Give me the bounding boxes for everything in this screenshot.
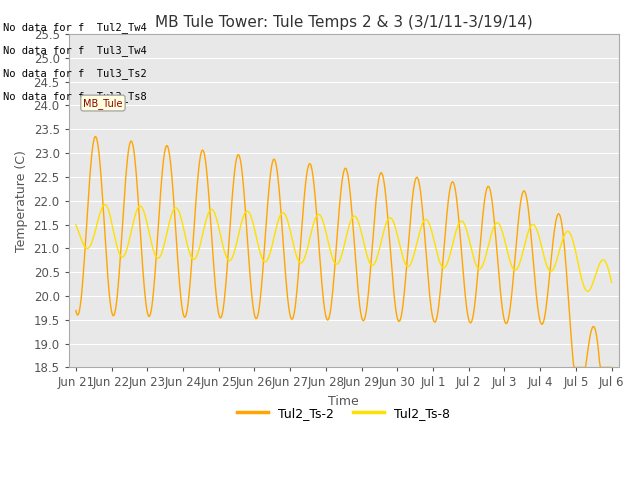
Tul2_Ts-2 — [82, 239, 90, 244]
Tul2_Ts-2 — [192, 200, 200, 206]
Tul2_Ts-2 — [570, 364, 578, 370]
Text: No data for f  Tul2_Tw4: No data for f Tul2_Tw4 — [3, 22, 147, 33]
Tul2_Ts-8 — [410, 254, 417, 260]
Tul2_Ts-2 — [72, 308, 80, 313]
Tul2_Ts-8 — [72, 222, 80, 228]
Tul2_Ts-8 — [608, 279, 616, 285]
Tul2_Ts-2 — [138, 246, 145, 252]
Title: MB Tule Tower: Tule Temps 2 & 3 (3/1/11-3/19/14): MB Tule Tower: Tule Temps 2 & 3 (3/1/11-… — [155, 15, 532, 30]
Text: No data for f  Tul3_Ts8: No data for f Tul3_Ts8 — [3, 91, 147, 102]
X-axis label: Time: Time — [328, 395, 359, 408]
Text: MB_Tule: MB_Tule — [83, 97, 123, 108]
Tul2_Ts-8 — [425, 220, 433, 226]
Legend: Tul2_Ts-2, Tul2_Ts-8: Tul2_Ts-2, Tul2_Ts-8 — [232, 402, 455, 424]
Text: No data for f  Tul3_Ts2: No data for f Tul3_Ts2 — [3, 68, 147, 79]
Line: Tul2_Ts-8: Tul2_Ts-8 — [76, 204, 612, 291]
Line: Tul2_Ts-2: Tul2_Ts-2 — [76, 136, 612, 367]
Tul2_Ts-8 — [138, 204, 145, 210]
Tul2_Ts-2 — [425, 286, 433, 291]
Tul2_Ts-8 — [192, 255, 200, 261]
Tul2_Ts-2 — [220, 299, 228, 305]
Y-axis label: Temperature (C): Temperature (C) — [15, 150, 28, 252]
Tul2_Ts-8 — [82, 245, 90, 251]
Tul2_Ts-8 — [584, 288, 591, 294]
Tul2_Ts-8 — [220, 247, 228, 253]
Text: No data for f  Tul3_Tw4: No data for f Tul3_Tw4 — [3, 45, 147, 56]
Tul2_Ts-2 — [92, 133, 99, 139]
Tul2_Ts-2 — [608, 364, 616, 370]
Tul2_Ts-8 — [101, 202, 109, 207]
Tul2_Ts-2 — [410, 188, 417, 193]
